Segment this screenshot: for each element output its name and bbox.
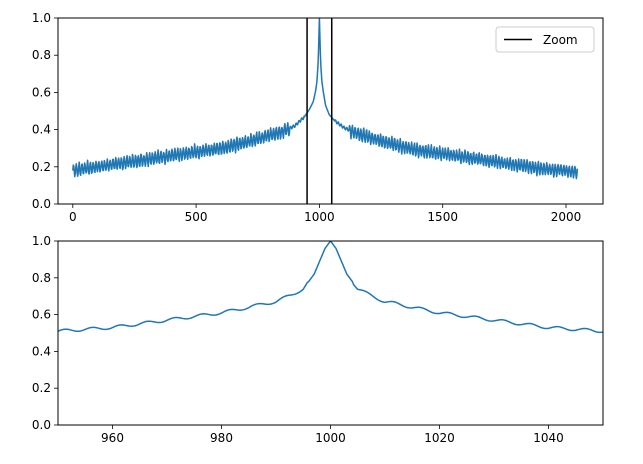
- top-chart: 0 500 1000 1500 2000 0.0 0.2 0.4 0.6 0.8 1.0 Zoom: [32, 11, 604, 224]
- legend-label: Zoom: [543, 33, 578, 47]
- x-tick-label: 980: [210, 431, 233, 445]
- y-tick-label: 0.8: [32, 271, 51, 285]
- y-tick-label: 0.0: [32, 197, 51, 211]
- legend-box: [495, 26, 595, 53]
- x-tick-label: 960: [101, 431, 124, 445]
- bottom-chart: 960 980 1000 1020 1040 0.0 0.2 0.4 0.6 0.8 1.0: [32, 234, 604, 445]
- x-tick-label: 1020: [424, 431, 455, 445]
- plot-area: [58, 241, 603, 334]
- x-tick-label: 1040: [533, 431, 564, 445]
- x-tick-label: 0: [69, 210, 77, 224]
- x-tick-label: 1000: [304, 210, 335, 224]
- x-tick-label: 2000: [551, 210, 582, 224]
- x-tick-label: 500: [185, 210, 208, 224]
- plot-area: [72, 18, 579, 204]
- y-tick-label: 1.0: [32, 11, 51, 25]
- axes-frame: [57, 17, 604, 205]
- series-line: [58, 241, 603, 334]
- y-tick-label: 0.6: [32, 85, 51, 99]
- y-tick-label: 0.4: [32, 344, 51, 358]
- x-tick-label: 1000: [315, 431, 346, 445]
- y-tick-label: 0.2: [32, 381, 51, 395]
- y-tick-label: 0.4: [32, 123, 51, 137]
- plot-background: [58, 241, 603, 425]
- y-tick-label: 0.2: [32, 160, 51, 174]
- series-line: [72, 18, 579, 180]
- y-tick-label: 0.0: [32, 418, 51, 432]
- y-tick-label: 0.6: [32, 308, 51, 322]
- y-tick-label: 1.0: [32, 234, 51, 248]
- y-tick-label: 0.8: [32, 48, 51, 62]
- legend: Zoom: [495, 26, 595, 53]
- x-tick-label: 1500: [427, 210, 458, 224]
